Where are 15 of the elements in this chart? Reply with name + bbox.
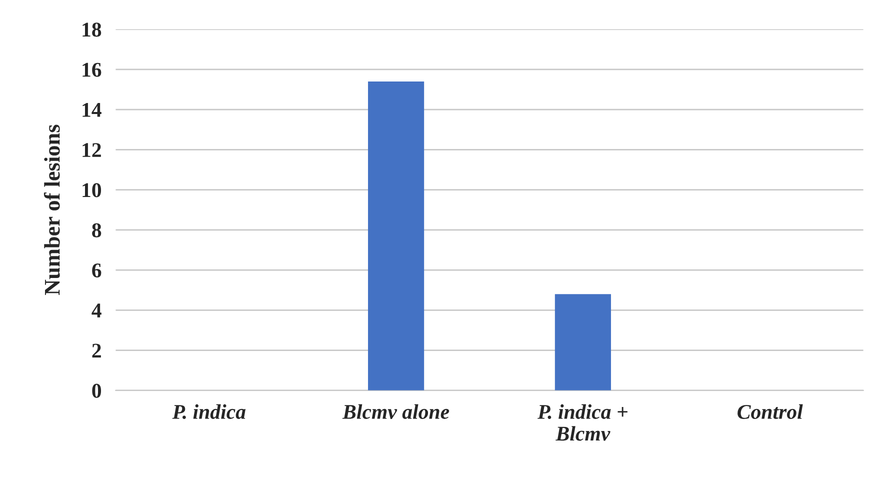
y-tick-label: 4 <box>92 304 102 318</box>
y-tick-label: 12 <box>82 143 101 157</box>
x-tick-label: P. indica <box>172 404 246 420</box>
y-tick-label: 0 <box>92 384 102 398</box>
x-tick-label: Blcmv alone <box>342 404 450 419</box>
y-axis-title: Number of lesions <box>44 124 60 296</box>
y-tick-label: 16 <box>82 62 102 77</box>
y-tick-label: 10 <box>82 183 102 198</box>
y-tick-label: 14 <box>82 103 102 117</box>
y-tick-label: 18 <box>82 22 102 37</box>
y-tick-label: 2 <box>92 344 101 358</box>
y-tick-label: 6 <box>92 263 102 278</box>
x-tick-label: Control <box>738 404 803 419</box>
x-tick-label: P. indica + Blcmv <box>538 404 628 441</box>
y-tick-label: 8 <box>92 223 102 238</box>
